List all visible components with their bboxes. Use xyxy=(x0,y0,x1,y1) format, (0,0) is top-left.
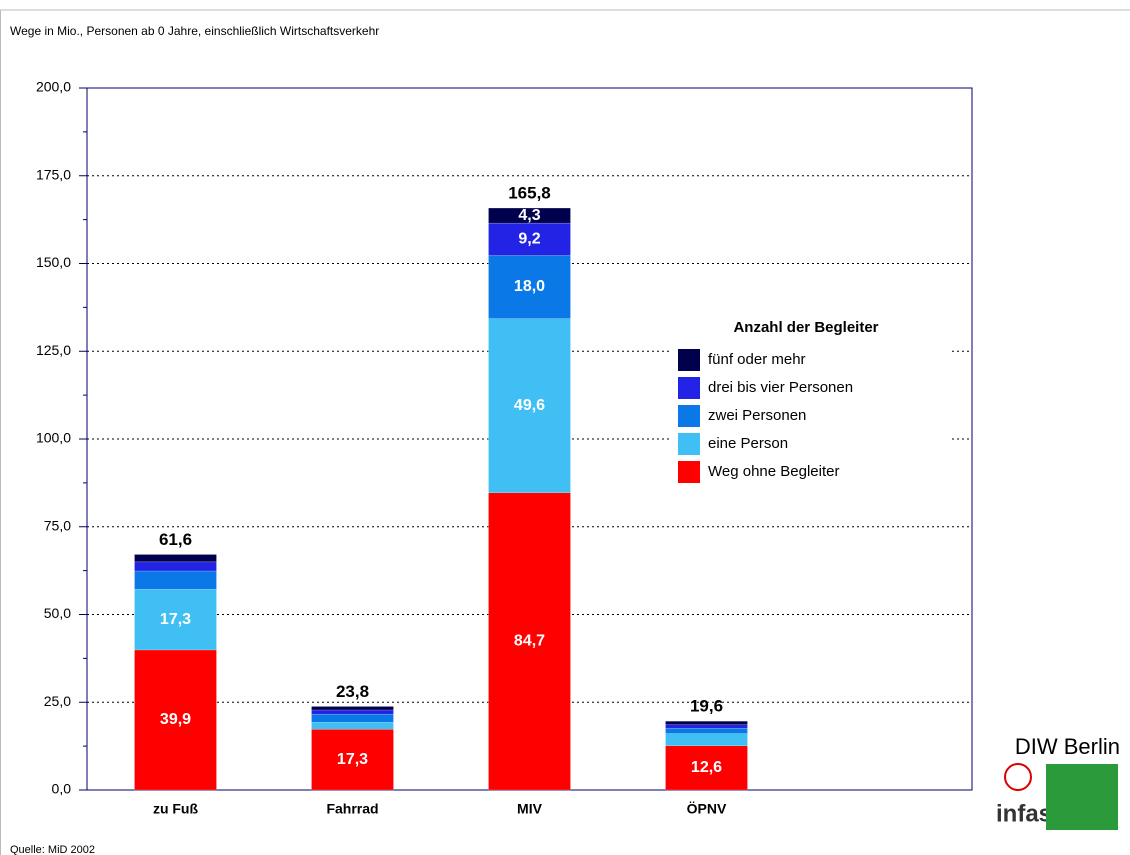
legend-swatch xyxy=(678,433,700,455)
logo-infas: infas xyxy=(996,800,1052,827)
bar-segment xyxy=(488,207,571,224)
value-label: 12,6 xyxy=(691,759,722,776)
y-tick-label: 150,0 xyxy=(36,254,71,270)
legend-box xyxy=(672,312,950,488)
bar-segment xyxy=(488,222,571,256)
source: Quelle: MiD 2002 xyxy=(10,844,95,855)
bar-segment xyxy=(134,588,217,651)
bar-segment xyxy=(488,492,571,791)
total-label: 61,6 xyxy=(159,530,192,549)
y-tick-label: 175,0 xyxy=(36,166,71,182)
bar-segment xyxy=(665,724,748,729)
bar-segment xyxy=(665,745,748,791)
y-tick-label: 100,0 xyxy=(36,430,71,446)
value-label: 17,3 xyxy=(337,751,368,768)
bar-segment xyxy=(665,727,748,734)
value-label: 4,3 xyxy=(518,207,540,224)
legend-swatch xyxy=(678,461,700,483)
y-tick-label: 0,0 xyxy=(52,781,72,797)
logo-emblem xyxy=(1004,763,1032,791)
bar-segment xyxy=(311,729,394,791)
total-label: 165,8 xyxy=(508,184,551,203)
bar-segment xyxy=(134,649,217,791)
total-label: 19,6 xyxy=(690,697,723,716)
logo-image xyxy=(1046,764,1118,830)
bar-segment xyxy=(665,720,748,725)
bar-segment xyxy=(134,570,217,590)
value-label: 49,6 xyxy=(514,397,545,414)
total-label: 23,8 xyxy=(336,682,369,701)
value-label: 9,2 xyxy=(518,230,540,247)
y-tick-label: 25,0 xyxy=(44,693,71,709)
y-tick-label: 50,0 xyxy=(44,605,71,621)
x-tick-label: MIV xyxy=(517,801,543,817)
legend-label: eine Person xyxy=(708,435,788,452)
legend-title: Anzahl der Begleiter xyxy=(733,319,878,336)
x-tick-label: zu Fuß xyxy=(153,801,199,817)
legend-label: zwei Personen xyxy=(708,407,806,424)
bar-segment xyxy=(311,713,394,723)
legend-label: drei bis vier Personen xyxy=(708,379,853,396)
legend-label: fünf oder mehr xyxy=(708,351,806,368)
bar-segment xyxy=(134,561,217,572)
bar-segment xyxy=(311,722,394,730)
legend-swatch xyxy=(678,349,700,371)
bar-segment xyxy=(311,706,394,711)
y-tick-label: 200,0 xyxy=(36,79,71,95)
value-label: 18,0 xyxy=(514,278,545,295)
subtitle: Wege in Mio., Personen ab 0 Jahre, einsc… xyxy=(10,24,379,38)
bar-segment xyxy=(311,709,394,715)
x-tick-label: Fahrrad xyxy=(326,801,378,817)
y-tick-label: 125,0 xyxy=(36,342,71,358)
bar-segment xyxy=(665,733,748,747)
bar-segment xyxy=(488,318,571,493)
y-tick-label: 75,0 xyxy=(44,517,71,533)
logos: DIW Berlin infas xyxy=(996,734,1120,830)
x-tick-label: ÖPNV xyxy=(687,801,727,817)
value-label: 39,9 xyxy=(160,711,191,728)
bar-segment xyxy=(488,255,571,319)
legend-swatch xyxy=(678,405,700,427)
legend-swatch xyxy=(678,377,700,399)
logo-diw: DIW Berlin xyxy=(1015,734,1120,759)
value-label: 17,3 xyxy=(160,611,191,628)
legend-label: Weg ohne Begleiter xyxy=(708,463,839,480)
legend: Anzahl der Begleiter fünf oder mehr drei b… xyxy=(672,312,950,488)
bar-segment xyxy=(134,554,217,563)
value-label: 84,7 xyxy=(514,633,545,650)
